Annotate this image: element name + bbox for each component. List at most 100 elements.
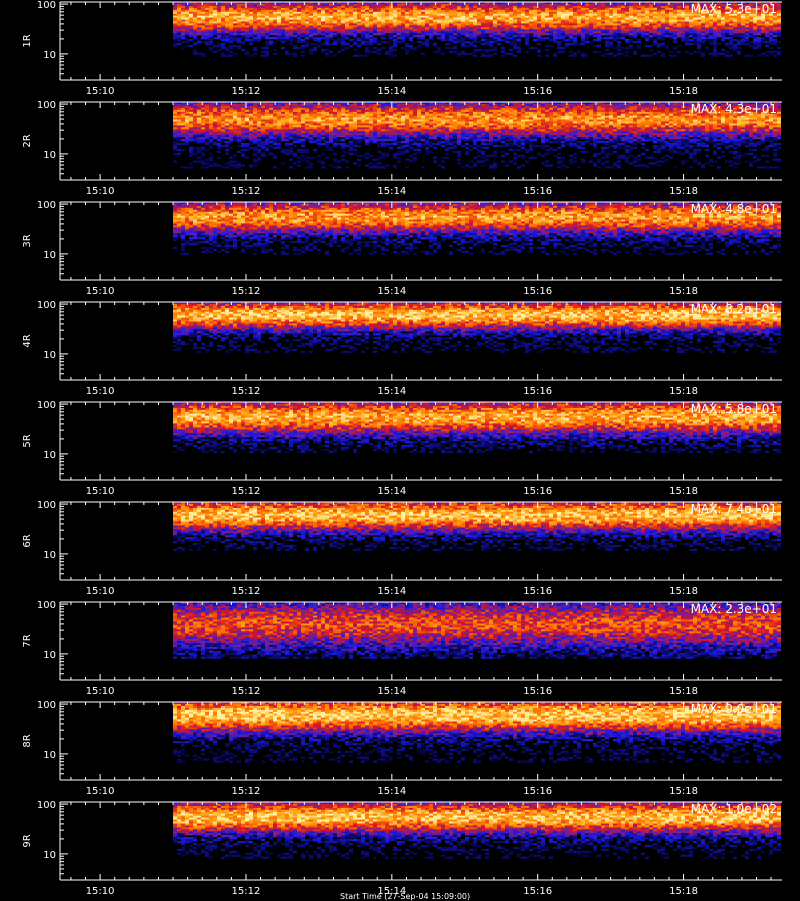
heat-cell	[185, 137, 189, 139]
heat-cell	[501, 10, 505, 12]
heat-cell	[701, 35, 705, 37]
heat-cell	[397, 27, 401, 29]
heat-cell	[241, 37, 245, 39]
heat-cell	[397, 133, 401, 135]
heat-cell	[449, 35, 453, 37]
heat-cell	[749, 23, 753, 25]
heat-cell	[193, 161, 197, 163]
heat-cell	[289, 8, 293, 10]
heat-cell	[229, 120, 233, 122]
heat-cell	[261, 35, 265, 37]
heat-cell	[185, 127, 189, 129]
heat-cell	[257, 114, 261, 116]
heat-cell	[309, 53, 313, 55]
heat-cell	[657, 37, 661, 39]
heat-cell	[225, 18, 229, 20]
heat-cell	[557, 18, 561, 20]
heat-cell	[345, 120, 349, 122]
heat-cell	[265, 43, 269, 45]
heat-cell	[281, 137, 285, 139]
heat-cell	[653, 8, 657, 10]
heat-cell	[373, 27, 377, 29]
heat-cell	[553, 14, 557, 16]
heat-cell	[349, 114, 353, 116]
heat-cell	[381, 114, 385, 116]
heat-cell	[361, 23, 365, 25]
heat-cell	[225, 133, 229, 135]
heat-cell	[725, 43, 729, 45]
heat-cell	[313, 39, 317, 41]
heat-cell	[645, 23, 649, 25]
heat-cell	[349, 45, 353, 47]
heat-cell	[429, 18, 433, 20]
heat-cell	[329, 23, 333, 25]
heat-cell	[365, 127, 369, 129]
heat-cell	[197, 53, 201, 55]
heat-cell	[273, 122, 277, 124]
heat-cell	[253, 120, 257, 122]
heat-cell	[209, 108, 213, 110]
heat-cell	[297, 41, 301, 43]
heat-cell	[745, 29, 749, 31]
heat-cell	[317, 122, 321, 124]
heat-cell	[289, 14, 293, 16]
heat-cell	[289, 153, 293, 155]
heat-cell	[445, 14, 449, 16]
heat-cell	[757, 39, 761, 41]
heat-cell	[193, 37, 197, 39]
heat-cell	[345, 161, 349, 163]
heat-cell	[677, 29, 681, 31]
heat-cell	[509, 8, 513, 10]
heat-cell	[617, 43, 621, 45]
heat-cell	[377, 8, 381, 10]
heat-cell	[753, 35, 757, 37]
heat-cell	[197, 10, 201, 12]
heat-cell	[185, 133, 189, 135]
heat-cell	[737, 18, 741, 20]
heat-cell	[753, 45, 757, 47]
heat-cell	[689, 35, 693, 37]
heat-cell	[489, 43, 493, 45]
heat-cell	[201, 122, 205, 124]
heat-cell	[389, 35, 393, 37]
heat-cell	[381, 47, 385, 49]
heat-cell	[293, 14, 297, 16]
heat-cell	[345, 137, 349, 139]
heat-cell	[305, 149, 309, 151]
heat-cell	[717, 27, 721, 29]
heat-cell	[425, 39, 429, 41]
heat-cell	[581, 39, 585, 41]
heat-cell	[577, 18, 581, 20]
heat-cell	[261, 153, 265, 155]
heat-cell	[221, 29, 225, 31]
heat-cell	[393, 43, 397, 45]
heat-cell	[333, 122, 337, 124]
heat-cell	[629, 14, 633, 16]
heat-cell	[553, 41, 557, 43]
heat-cell	[189, 120, 193, 122]
heat-cell	[225, 23, 229, 25]
heat-cell	[681, 10, 685, 12]
heat-cell	[381, 14, 385, 16]
heat-cell	[685, 51, 689, 53]
heat-cell	[193, 14, 197, 16]
heat-cell	[513, 45, 517, 47]
heat-cell	[305, 110, 309, 112]
heat-cell	[369, 14, 373, 16]
heat-cell	[745, 27, 749, 29]
heat-cell	[337, 51, 341, 53]
heat-cell	[653, 10, 657, 12]
heat-cell	[449, 27, 453, 29]
heat-cell	[761, 53, 765, 55]
heat-cell	[569, 27, 573, 29]
heat-cell	[325, 39, 329, 41]
heat-cell	[245, 129, 249, 131]
heat-cell	[545, 23, 549, 25]
heat-cell	[361, 10, 365, 12]
heat-cell	[257, 35, 261, 37]
heat-cell	[509, 53, 513, 55]
heat-cell	[445, 23, 449, 25]
heat-cell	[253, 53, 257, 55]
heat-cell	[273, 110, 277, 112]
heat-cell	[173, 27, 177, 29]
